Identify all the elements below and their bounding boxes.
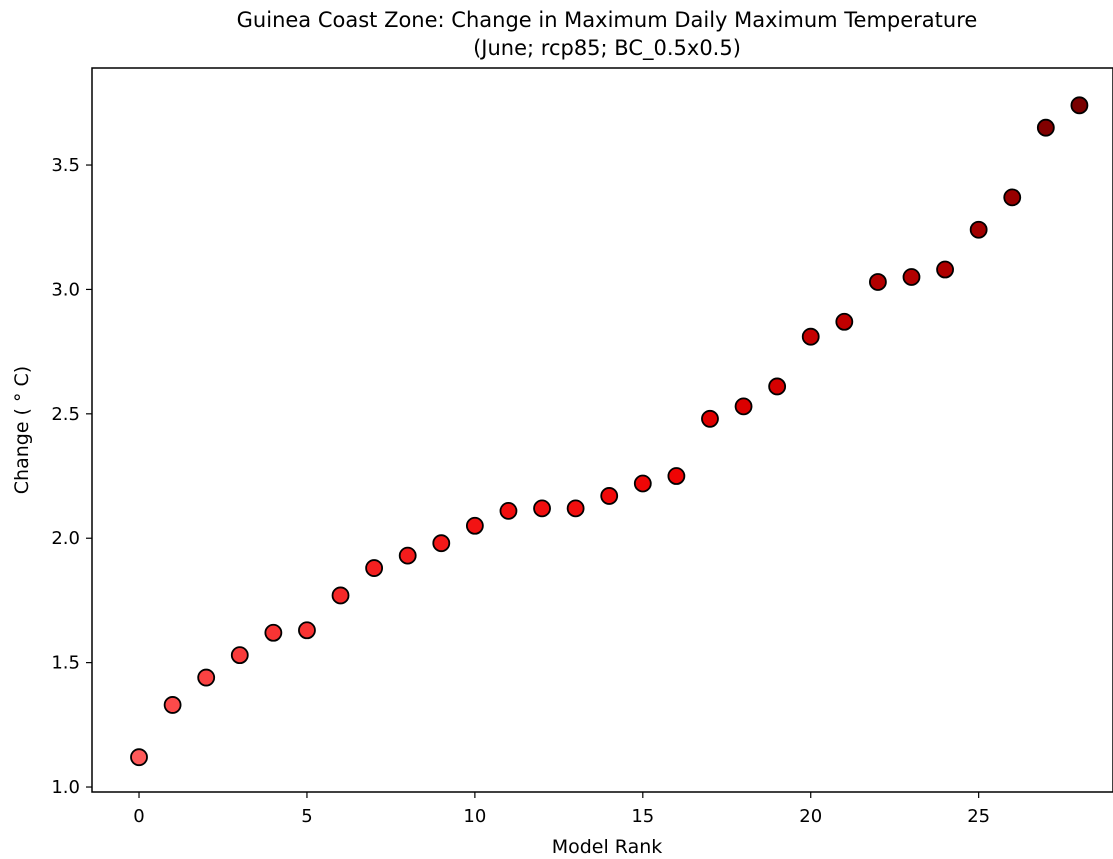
- y-axis-ticks: 1.0 1.5 2.0 2.5 3.0 3.5: [51, 155, 92, 798]
- data-point: [197, 668, 216, 687]
- data-point: [566, 499, 585, 518]
- x-tick-label: 5: [301, 806, 312, 827]
- y-tick-label: 1.5: [51, 653, 80, 674]
- y-axis-label: Change ( ° C): [11, 366, 33, 494]
- data-point: [734, 397, 753, 416]
- data-point: [701, 409, 719, 428]
- data-point: [499, 501, 518, 520]
- x-tick-label: 15: [631, 806, 654, 827]
- x-tick-label: 0: [133, 806, 144, 827]
- data-point: [130, 748, 148, 767]
- x-tick-label: 10: [463, 806, 486, 827]
- data-point: [230, 646, 249, 665]
- x-tick-label: 20: [799, 806, 822, 827]
- data-point: [465, 516, 484, 535]
- data-point: [936, 260, 954, 279]
- x-axis-ticks: 0 5 10 15 20 25: [133, 792, 990, 827]
- data-point: [835, 312, 854, 331]
- data-point: [432, 534, 451, 553]
- y-tick-label: 2.0: [51, 528, 80, 549]
- data-point: [801, 327, 820, 346]
- data-points: [130, 96, 1089, 767]
- data-point: [1036, 118, 1055, 137]
- data-point: [902, 268, 921, 286]
- plot-frame: [91, 67, 1113, 793]
- data-point: [969, 220, 988, 239]
- data-point: [298, 621, 316, 640]
- data-point: [365, 559, 384, 577]
- data-point: [264, 623, 283, 642]
- y-tick-label: 3.5: [51, 155, 80, 176]
- data-point: [869, 273, 887, 291]
- x-axis-label: Model Rank: [552, 836, 663, 858]
- data-point: [768, 377, 787, 396]
- data-point: [1070, 96, 1089, 115]
- data-point: [600, 487, 619, 505]
- data-point: [533, 499, 551, 518]
- x-tick-label: 25: [967, 806, 990, 827]
- chart-subtitle: (June; rcp85; BC_0.5x0.5): [473, 36, 741, 61]
- y-tick-label: 2.5: [51, 404, 80, 425]
- y-tick-label: 1.0: [51, 777, 80, 798]
- data-point: [398, 546, 417, 565]
- chart-title: Guinea Coast Zone: Change in Maximum Dai…: [237, 8, 978, 32]
- data-point: [331, 586, 350, 605]
- data-point: [667, 467, 686, 485]
- data-point: [1003, 188, 1022, 207]
- y-tick-label: 3.0: [51, 279, 80, 300]
- data-point: [633, 474, 652, 493]
- data-point: [163, 696, 182, 714]
